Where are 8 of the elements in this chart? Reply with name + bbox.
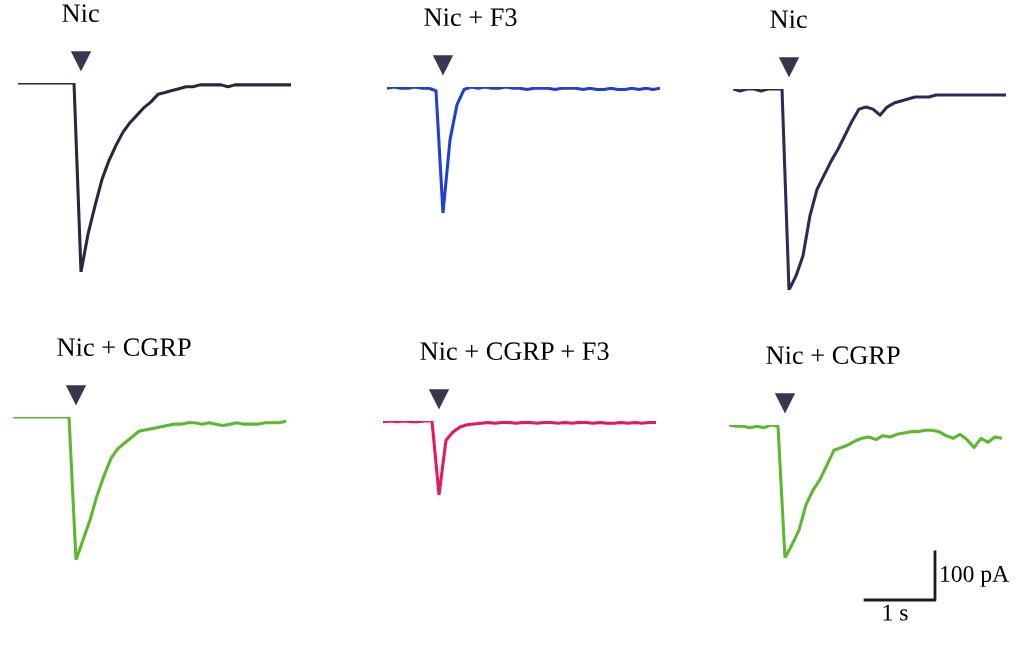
chart-title: Nic + CGRP <box>766 346 900 365</box>
chart-title: Nic + F3 <box>424 8 517 27</box>
chart-title: Nic <box>770 10 807 29</box>
chart-title: Nic <box>62 4 99 23</box>
chart-title: Nic + CGRP <box>57 338 191 357</box>
chart-title: Nic + CGRP + F3 <box>420 342 609 361</box>
text: 100 pA <box>941 565 1009 587</box>
text: 1 s <box>883 604 908 621</box>
